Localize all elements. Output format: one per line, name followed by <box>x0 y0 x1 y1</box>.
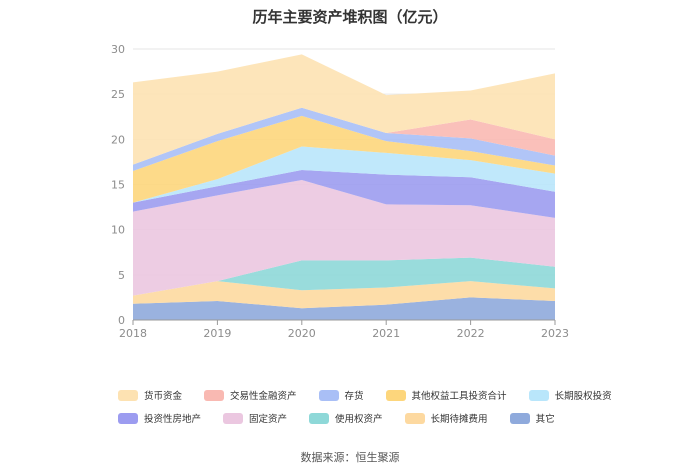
x-tick-label: 2018 <box>119 327 147 340</box>
x-tick-label: 2020 <box>288 327 316 340</box>
legend-swatch <box>118 389 138 401</box>
legend-item[interactable]: 长期待摊费用 <box>404 411 488 425</box>
chart-title: 历年主要资产堆积图（亿元） <box>252 8 448 26</box>
legend-swatch <box>318 389 339 401</box>
legend-swatch <box>528 389 549 401</box>
y-tick-label: 10 <box>111 224 125 237</box>
area-series-8 <box>133 107 555 165</box>
area-series-1 <box>133 281 555 309</box>
legend-item[interactable]: 使用权资产 <box>309 411 383 425</box>
legend-row: 货币资金 交易性金融资产 存货 其他权益工具投资合计 长期股权投资 <box>118 388 612 402</box>
legend: 货币资金 交易性金融资产 存货 其他权益工具投资合计 长期股权投资投资性房地产 固定资产 使… <box>118 388 612 434</box>
legend-swatch <box>385 389 406 401</box>
y-tick-label: 30 <box>111 43 125 56</box>
legend-label: 投资性房地产 <box>144 414 202 425</box>
legend-label: 固定资产 <box>249 414 288 425</box>
area-series-4 <box>133 170 555 218</box>
legend-item[interactable]: 交易性金融资产 <box>204 388 297 402</box>
legend-swatch <box>509 412 530 424</box>
legend-label: 使用权资产 <box>335 414 383 425</box>
legend-swatch <box>309 412 330 424</box>
area-series-group <box>133 54 555 320</box>
legend-item[interactable]: 货币资金 <box>118 388 182 402</box>
legend-label: 交易性金融资产 <box>230 391 297 402</box>
y-tick-label: 5 <box>118 269 125 282</box>
legend-swatch <box>404 412 425 424</box>
legend-swatch <box>223 412 244 424</box>
legend-swatch <box>118 412 138 424</box>
y-tick-label: 20 <box>111 133 125 146</box>
legend-item[interactable]: 其它 <box>509 411 555 425</box>
legend-swatch <box>204 389 225 401</box>
legend-item[interactable]: 固定资产 <box>223 411 287 425</box>
legend-label: 其它 <box>535 414 555 425</box>
legend-item[interactable]: 存货 <box>318 388 364 402</box>
y-tick-label: 25 <box>111 88 125 101</box>
x-tick-label: 2023 <box>541 327 569 340</box>
x-tick-label: 2022 <box>457 327 485 340</box>
data-source-note: 数据来源：恒生聚源 <box>300 451 400 464</box>
x-tick-label: 2019 <box>203 327 231 340</box>
legend-label: 长期待摊费用 <box>430 414 488 425</box>
area-series-0 <box>133 297 555 320</box>
legend-label: 其他权益工具投资合计 <box>411 391 507 402</box>
area-series-9 <box>133 54 555 165</box>
y-tick-label: 0 <box>118 314 125 327</box>
y-tick-label: 15 <box>111 179 125 192</box>
axes: 0 5 10 15 20 25 30 2018 2019 2020 2021 2022 2023 <box>111 43 569 340</box>
area-series-5 <box>133 146 555 203</box>
area-series-6 <box>133 115 555 203</box>
area-series-7 <box>133 107 555 171</box>
area-series-2 <box>133 257 555 296</box>
legend-label: 长期股权投资 <box>554 391 612 402</box>
legend-item[interactable]: 长期股权投资 <box>528 388 612 402</box>
legend-item[interactable]: 投资性房地产 <box>118 411 201 425</box>
legend-row: 投资性房地产 固定资产 使用权资产 长期待摊费用 其它 <box>118 411 588 425</box>
legend-label: 货币资金 <box>144 391 183 402</box>
legend-label: 存货 <box>344 391 364 402</box>
area-series-3 <box>133 179 555 296</box>
legend-item[interactable]: 其他权益工具投资合计 <box>385 388 507 402</box>
x-tick-label: 2021 <box>372 327 400 340</box>
